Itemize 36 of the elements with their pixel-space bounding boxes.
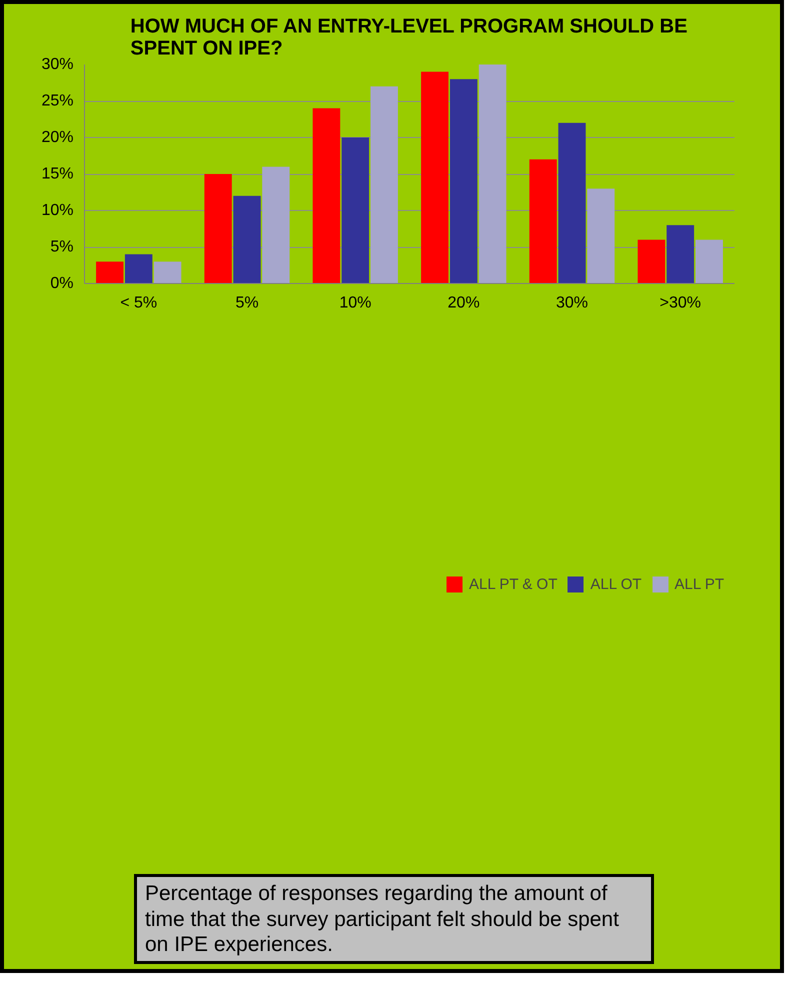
x-tick-label: 5%: [235, 294, 259, 312]
bar: [587, 188, 615, 284]
bar: [529, 159, 557, 284]
x-tick-label: 20%: [448, 294, 480, 312]
bar: [262, 166, 290, 284]
bar: [370, 86, 398, 284]
text: Percentage of responses regarding the amount of time that the survey participant felt should be spent on IPE experiences.: [145, 881, 620, 957]
bar: [312, 108, 340, 284]
x-tick-label: >30%: [660, 294, 702, 312]
legend-label: ALL PT: [674, 576, 724, 592]
bar: [342, 138, 370, 284]
legend-label: ALL PT & OT: [469, 576, 558, 592]
bar: [638, 240, 666, 284]
bar: [204, 174, 232, 284]
bar: [154, 262, 182, 284]
x-tick-label: 30%: [556, 294, 588, 312]
bar: [124, 254, 152, 284]
x-tick-label: 10%: [339, 294, 372, 312]
y-tick-label: 15%: [41, 166, 74, 182]
bar: [450, 79, 478, 284]
x-tick-label: < 5%: [120, 294, 158, 312]
bar: [421, 72, 448, 284]
bar: [478, 64, 506, 284]
chart-title: HOW MUCH OF AN ENTRY-LEVEL PROGRAM SHOULD BE SPENT ON IPE?: [130, 16, 688, 60]
bar: [96, 262, 124, 284]
bar: [666, 225, 694, 284]
y-tick-label: 25%: [41, 92, 74, 110]
bar: [696, 240, 723, 284]
bar: [558, 122, 586, 284]
y-tick-label: 5%: [50, 238, 74, 256]
y-tick-label: 30%: [41, 56, 74, 73]
y-tick-label: 0%: [50, 275, 74, 292]
y-tick-label: 10%: [41, 202, 74, 219]
y-tick-label: 20%: [41, 129, 74, 146]
legend-label: ALL OT: [590, 576, 642, 592]
bar: [233, 196, 261, 284]
